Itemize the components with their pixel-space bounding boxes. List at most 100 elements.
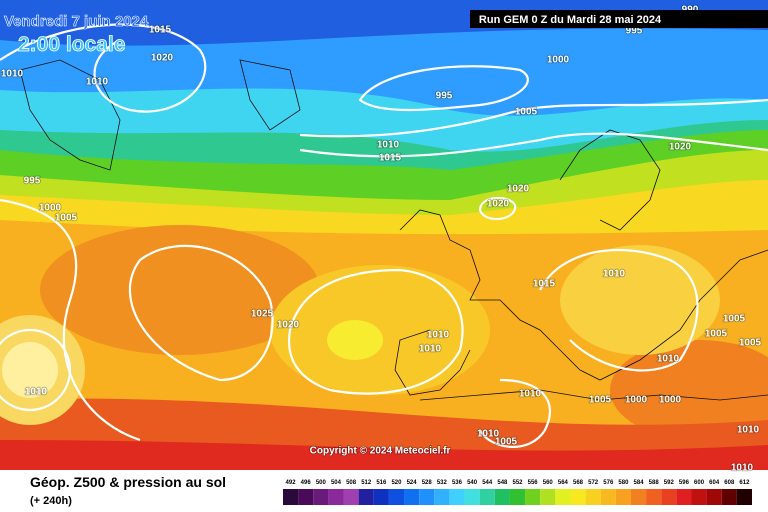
scale-label: 516 <box>376 480 387 486</box>
field-band <box>0 440 768 470</box>
isobar-label: 1010 <box>419 344 442 355</box>
scale-label: 500 <box>316 480 327 486</box>
isobar-label: 1005 <box>723 314 746 325</box>
isobar-label: 1000 <box>547 55 570 66</box>
isobar-label: 1010 <box>603 269 626 280</box>
isobar-label: 1010 <box>427 330 450 341</box>
isobar-label: 1010 <box>657 354 680 365</box>
scale-swatch <box>509 489 526 505</box>
scale-swatch <box>283 489 299 505</box>
field-band <box>560 245 720 355</box>
map: 9901015102010101010995100099510051010101… <box>0 0 768 474</box>
legend: Géop. Z500 & pression au sol (+ 240h) 49… <box>30 474 752 507</box>
scale-swatch <box>479 489 495 505</box>
scale-swatch <box>661 489 677 505</box>
isobar-label: 1000 <box>625 395 648 406</box>
scale-label: 608 <box>724 480 735 486</box>
field-band <box>40 225 320 355</box>
isobar-label: 1005 <box>739 338 762 349</box>
scale-label: 572 <box>588 480 599 486</box>
scale-label: 496 <box>301 480 312 486</box>
scale-label: 528 <box>422 480 433 486</box>
scale-label: 568 <box>573 480 584 486</box>
scale-label: 532 <box>437 480 448 486</box>
isobar-label: 1015 <box>379 153 402 164</box>
scale-swatch <box>570 489 586 505</box>
isobar <box>539 248 699 372</box>
scale-label: 584 <box>634 480 645 486</box>
isobar <box>479 378 551 448</box>
scale-label: 508 <box>346 480 357 486</box>
color-scale: 492 496 500 504 508 512 516 520 524 528 532 536 540 5… <box>283 480 752 505</box>
scale-swatch <box>373 489 389 505</box>
scale-swatch <box>706 489 722 505</box>
scale-label: 580 <box>618 480 629 486</box>
scale-swatch <box>630 489 647 505</box>
scale-swatch <box>646 489 662 505</box>
field-band <box>610 340 768 440</box>
isobar-label: 1020 <box>151 53 174 64</box>
legend-title: Géop. Z500 & pression au sol <box>30 474 226 490</box>
scale-label: 548 <box>497 480 508 486</box>
run-box <box>470 10 768 28</box>
isobar <box>299 132 768 158</box>
isobar-label: 1005 <box>515 107 538 118</box>
isobar-label: 1010 <box>86 77 109 88</box>
isobar-label: 1000 <box>659 395 682 406</box>
isobar-label: 1010 <box>477 429 500 440</box>
scale-swatch <box>721 489 737 505</box>
coastline <box>394 129 768 401</box>
field-band <box>327 320 383 360</box>
scale-swatch <box>358 489 374 505</box>
isobar-label: 1020 <box>507 184 530 195</box>
scale-swatch <box>525 489 541 505</box>
scale-swatch <box>494 489 510 505</box>
isobar-label: 1020 <box>669 142 692 153</box>
scale-label: 504 <box>331 480 342 486</box>
isobar-label: 995 <box>436 91 453 102</box>
isobar-label: 1025 <box>251 309 274 320</box>
scale-swatch <box>419 489 435 505</box>
scale-swatch <box>434 489 450 505</box>
scale-label: 596 <box>679 480 690 486</box>
copyright: Copyright © 2024 Meteociel.fr <box>310 446 451 457</box>
scale-label: 612 <box>739 480 750 486</box>
isobar-label: 1020 <box>487 199 510 210</box>
scale-swatch <box>449 489 465 505</box>
scale-label: 564 <box>558 480 569 486</box>
field-band <box>270 265 490 395</box>
isobar-label: 1010 <box>737 425 760 436</box>
scale-label: 544 <box>482 480 493 486</box>
isobar-label: 1010 <box>1 69 24 80</box>
scale-swatch <box>313 489 329 505</box>
isobar <box>358 65 529 112</box>
isobar-label: 1010 <box>25 387 48 398</box>
isobar-label: 995 <box>626 26 643 37</box>
scale-swatch <box>676 489 692 505</box>
scale-label: 588 <box>649 480 660 486</box>
scale-label: 556 <box>528 480 539 486</box>
isobar <box>0 23 207 113</box>
scale-swatch <box>464 489 480 505</box>
scale-swatch <box>736 489 752 505</box>
isobar <box>478 197 517 221</box>
isobar <box>0 198 141 442</box>
scale-swatch <box>298 489 314 505</box>
scale-label: 560 <box>543 480 554 486</box>
run-info: Run GEM 0 Z du Mardi 28 mai 2024 <box>479 14 662 26</box>
scale-swatch <box>615 489 631 505</box>
isobar <box>287 268 464 395</box>
lead-time: (+ 240h) <box>30 495 72 507</box>
isobar <box>299 98 768 138</box>
isobar-label: 1005 <box>705 329 728 340</box>
isobar-label: 1020 <box>277 320 300 331</box>
scale-label: 540 <box>467 480 478 486</box>
scale-swatch <box>343 489 359 505</box>
isobar-label: 1015 <box>533 279 556 290</box>
isobar <box>0 328 72 412</box>
scale-swatch <box>328 489 344 505</box>
scale-swatch <box>600 489 616 505</box>
forecast-time: 2:00 locale <box>18 33 125 56</box>
isobar-label: 1015 <box>149 25 172 36</box>
